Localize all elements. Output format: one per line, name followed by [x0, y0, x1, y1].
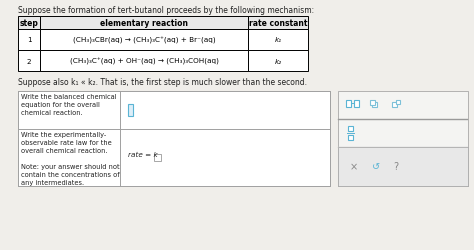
Text: Suppose the formation of tert-butanol proceeds by the following mechanism:: Suppose the formation of tert-butanol pr…	[18, 6, 314, 15]
Bar	[392, 102, 397, 108]
Bar	[338, 92, 468, 186]
Bar	[348, 136, 353, 140]
Bar	[346, 100, 351, 107]
Bar	[40, 51, 248, 72]
Bar	[18, 130, 120, 186]
Bar	[372, 102, 377, 108]
Text: rate constant: rate constant	[249, 19, 307, 28]
Text: ×: ×	[350, 162, 358, 172]
Text: Write the experimentally-
observable rate law for the
overall chemical reaction.: Write the experimentally- observable rat…	[21, 132, 119, 185]
Text: step: step	[19, 19, 38, 28]
Bar	[248, 17, 308, 30]
Bar	[18, 30, 40, 51]
Bar	[354, 100, 359, 107]
Bar	[120, 92, 330, 130]
Text: ?: ?	[393, 162, 399, 172]
Text: Suppose also k₁ « k₂. That is, the first step is much slower than the second.: Suppose also k₁ « k₂. That is, the first…	[18, 78, 307, 87]
Bar	[154, 154, 161, 161]
Bar	[18, 92, 330, 186]
Bar	[40, 30, 248, 51]
Bar	[128, 104, 133, 117]
Text: (CH₃)₃CBr(aq) → (CH₃)₃C⁺(aq) + Br⁻(aq): (CH₃)₃CBr(aq) → (CH₃)₃C⁺(aq) + Br⁻(aq)	[73, 37, 215, 44]
Bar	[396, 100, 400, 104]
Bar	[370, 100, 375, 105]
Bar	[18, 92, 120, 130]
Bar	[248, 51, 308, 72]
Bar	[40, 17, 248, 30]
Text: k₁: k₁	[274, 37, 282, 43]
Text: ↺: ↺	[372, 162, 380, 172]
Text: elementary reaction: elementary reaction	[100, 19, 188, 28]
Text: rate = k: rate = k	[128, 152, 158, 158]
Bar	[338, 148, 468, 186]
Text: (CH₃)₃C⁺(aq) + OH⁻(aq) → (CH₃)₃COH(aq): (CH₃)₃C⁺(aq) + OH⁻(aq) → (CH₃)₃COH(aq)	[70, 58, 219, 65]
Bar	[18, 51, 40, 72]
Bar	[18, 17, 40, 30]
Bar	[348, 126, 353, 132]
Text: k₂: k₂	[274, 58, 282, 64]
Text: 1: 1	[27, 37, 31, 43]
Text: Write the balanced chemical
equation for the overall
chemical reaction.: Write the balanced chemical equation for…	[21, 94, 117, 116]
Text: 2: 2	[27, 58, 31, 64]
Bar	[248, 30, 308, 51]
Bar	[120, 130, 330, 186]
